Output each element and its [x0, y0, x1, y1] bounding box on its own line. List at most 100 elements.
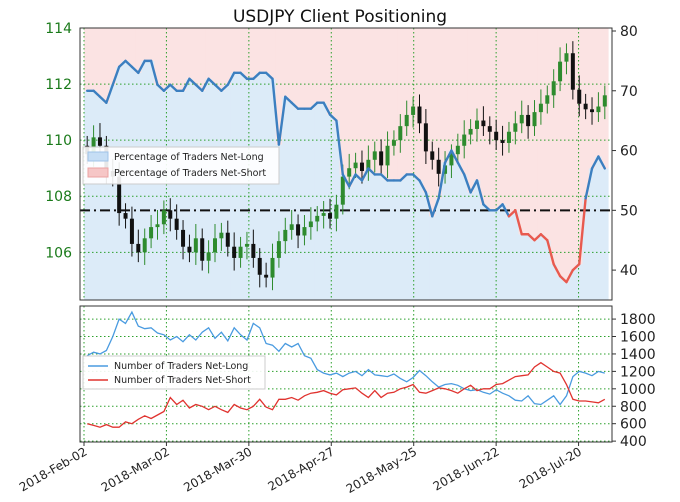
right-tick-label: 40	[620, 263, 638, 279]
price-candle	[225, 232, 230, 247]
net-long-shading-bar	[397, 180, 405, 300]
net-long-shading-bar	[454, 162, 462, 300]
net-long-percentage-segment	[335, 119, 345, 176]
net-long-shading-bar	[262, 72, 270, 300]
net-short-shading-bar	[211, 28, 219, 85]
net-long-shading-bar	[556, 276, 564, 300]
price-candle	[136, 243, 141, 253]
net-short-shading-bar	[346, 28, 353, 187]
price-candle	[328, 213, 333, 219]
net-long-shading-bar	[569, 270, 577, 300]
x-axis-date-labels: 2018-Feb-02 2018-Mar-02 2018-Mar-30 2018-Ap…	[17, 442, 584, 496]
net-long-percentage-segment	[379, 173, 389, 182]
net-long-percentage-segment	[92, 89, 102, 98]
net-long-percentage-segment	[124, 59, 134, 69]
legend-label-net-short: Percentage of Traders Net-Short	[114, 168, 266, 179]
net-long-percentage-segment	[469, 179, 479, 194]
net-short-shading-bar	[199, 28, 207, 91]
price-candle	[187, 246, 192, 253]
net-long-percentage-segment	[590, 155, 600, 170]
net-long-shading-bar	[422, 192, 430, 300]
net-long-shading-bar	[441, 162, 449, 300]
net-long-percentage-segment	[578, 197, 587, 266]
net-long-percentage-segment	[367, 167, 376, 176]
net-short-shading-bar	[224, 28, 232, 85]
price-candle	[276, 241, 281, 258]
price-candle	[500, 140, 505, 143]
price-candle	[596, 106, 601, 113]
price-candle	[411, 106, 416, 115]
net-long-shading-bar	[365, 168, 373, 300]
net-long-percentage-segment	[105, 83, 114, 104]
net-long-shading-bar	[371, 174, 379, 300]
price-candle	[161, 210, 166, 225]
net-short-shading-bar	[269, 28, 277, 79]
legend-label-traders-net-long: Number of Traders Net-Long	[114, 361, 248, 372]
net-long-shading-bar	[492, 210, 500, 300]
price-candle	[558, 61, 563, 82]
right-tick-label: 60	[620, 144, 638, 160]
net-short-shading-bar	[84, 28, 91, 91]
net-short-shading-bar	[473, 28, 481, 181]
price-candle	[142, 238, 147, 253]
price-candle	[564, 53, 569, 62]
net-long-shading-bar	[301, 108, 309, 300]
net-short-shading-bar	[275, 28, 283, 145]
price-candle	[315, 215, 320, 222]
net-short-shading-bar	[365, 28, 373, 169]
net-short-shading-bar	[441, 28, 449, 163]
net-long-percentage-segment	[482, 203, 491, 212]
price-candle	[129, 218, 134, 244]
price-candle	[513, 123, 518, 132]
net-short-shading-bar	[563, 28, 571, 283]
price-candle	[583, 103, 588, 110]
net-short-shading-bar	[288, 28, 296, 103]
price-candle	[321, 213, 326, 216]
price-candle	[213, 238, 217, 253]
net-long-shading-bar	[429, 216, 437, 300]
net-long-shading-bar	[167, 84, 175, 301]
net-short-shading-bar	[333, 28, 341, 121]
net-long-shading-bar	[563, 282, 571, 300]
net-long-percentage-segment	[597, 155, 607, 170]
left-tick-label: 108	[45, 189, 72, 205]
date-tick-label: 2018-Jul-20	[517, 444, 584, 491]
net-long-percentage-segment	[571, 262, 581, 272]
price-candle	[238, 246, 243, 258]
net-long-shading-bar	[205, 78, 213, 300]
net-long-percentage-segment	[558, 274, 568, 284]
net-long-shading-bar	[109, 84, 117, 301]
net-short-shading-bar	[371, 28, 379, 175]
net-short-shading-bar	[237, 28, 245, 73]
right-tick-label: 80	[620, 24, 638, 40]
net-short-shading-bar	[307, 28, 315, 109]
net-long-percentage-segment	[277, 95, 287, 146]
net-short-shading-bar	[109, 28, 117, 85]
net-long-shading-bar	[435, 198, 443, 300]
net-short-shading-bar	[326, 28, 334, 115]
net-long-percentage-segment	[207, 77, 217, 86]
net-long-shading-bar	[601, 168, 609, 300]
trader-count-series-line	[86, 310, 605, 406]
price-candle	[244, 243, 249, 247]
net-long-shading-bar	[154, 84, 162, 301]
net-long-shading-bar	[282, 96, 290, 300]
net-short-shading-bar	[339, 28, 347, 175]
net-long-percentage-segment	[546, 239, 555, 266]
net-long-percentage-segment	[565, 268, 575, 284]
date-tick-label: 2018-Apr-27	[266, 444, 337, 493]
net-short-shading-bar	[569, 28, 577, 271]
date-tick-label: 2018-May-25	[344, 444, 419, 496]
date-tick-label: 2018-Mar-02	[99, 444, 172, 494]
net-long-shading-bar	[218, 90, 226, 301]
net-long-percentage-segment	[584, 167, 594, 200]
net-long-percentage-segment	[117, 59, 127, 69]
count-tick-label: 800	[620, 399, 647, 415]
left-axis-ticks: 106 108 110 112 114	[45, 21, 72, 261]
net-long-percentage-segment	[226, 71, 236, 86]
price-candle	[577, 89, 582, 104]
legend-swatch-net-long	[87, 151, 109, 162]
net-long-percentage-segment	[149, 59, 159, 86]
net-long-percentage-segment	[290, 101, 300, 110]
